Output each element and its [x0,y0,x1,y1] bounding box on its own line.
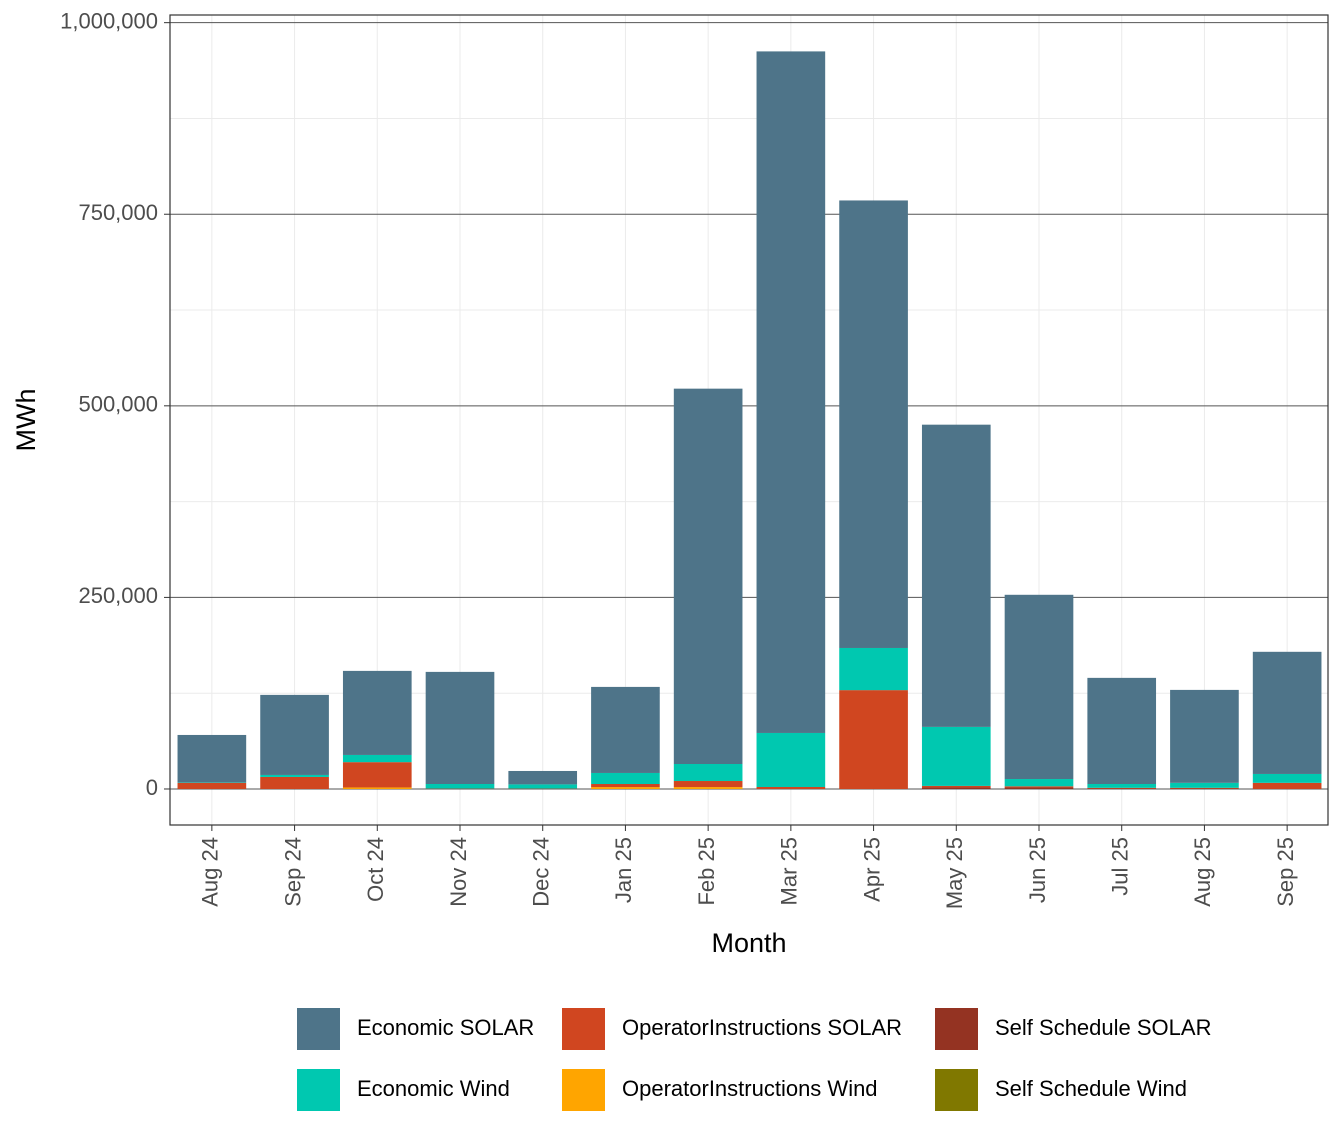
bar-segment [342,787,412,789]
x-tick-label: Jul 25 [1108,837,1133,896]
bar-segment [1004,786,1074,788]
y-tick-label: 1,000,000 [60,8,158,33]
bar-segment [1087,784,1157,788]
bar-segment [921,424,991,727]
x-tick-label: Nov 24 [446,837,471,907]
bar-segment [425,671,495,785]
bar-segment [1087,787,1157,789]
bar-segment [839,647,908,691]
x-tick-label: May 25 [942,837,967,909]
bar-segment [756,732,826,787]
bar-segment [591,772,660,785]
x-tick-label: Aug 25 [1190,837,1215,907]
legend-label: Self Schedule Wind [995,1076,1187,1101]
bar-segment [591,686,660,773]
legend-label: OperatorInstructions SOLAR [622,1015,902,1040]
y-tick-label: 0 [146,775,158,800]
bar-segment [673,388,743,765]
legend-key [935,1069,978,1111]
bar-segment [1170,787,1239,789]
y-axis-title: MWh [11,389,41,452]
bar-segment [1170,689,1239,783]
x-tick-label: Jan 25 [611,837,636,903]
legend-key [562,1008,605,1050]
x-tick-label: Apr 25 [859,837,884,902]
legend-label: Economic Wind [357,1076,510,1101]
bar-segment [921,785,991,788]
bar-segment [1252,782,1322,789]
bar-segment [177,734,247,783]
bar-segment [342,762,412,788]
y-tick-label: 750,000 [78,200,158,225]
bar-segment [342,670,412,755]
y-tick-label: 250,000 [78,583,158,608]
bar-segment [673,764,743,782]
bar-segment [508,784,578,789]
bar-segment [342,754,412,763]
x-tick-label: Dec 24 [529,837,554,907]
legend-key [297,1008,340,1050]
x-tick-label: Aug 24 [198,837,223,907]
bar-segment [1004,594,1074,780]
bar-segment [673,781,743,788]
x-tick-label: Feb 25 [694,837,719,906]
bar-segment [1252,651,1322,774]
legend-label: Self Schedule SOLAR [995,1015,1211,1040]
bar-segment [673,787,743,789]
bar-segment [177,782,247,789]
bar-segment [591,784,660,788]
x-tick-label: Mar 25 [777,837,802,905]
x-tick-label: Sep 25 [1273,837,1298,907]
bar-segment [1087,677,1157,785]
bar-segment [1170,782,1239,788]
bar-segment [1004,779,1074,787]
x-tick-label: Jun 25 [1025,837,1050,903]
bar-segment [1252,773,1322,783]
x-tick-label: Sep 24 [280,837,305,907]
bar-segment [1004,787,1074,789]
legend-label: Economic SOLAR [357,1015,534,1040]
legend-key [935,1008,978,1050]
bar-segment [260,694,329,775]
bar-segment [839,200,908,648]
bar-segment [425,784,495,789]
bar-segment [839,690,908,789]
legend-label: OperatorInstructions Wind [622,1076,878,1101]
legend-key [562,1069,605,1111]
bar-segment [921,787,991,789]
legend-key [297,1069,340,1111]
x-axis-title: Month [711,928,786,958]
x-tick-label: Oct 24 [363,837,388,902]
bar-segment [260,774,329,777]
bar-segment [591,787,660,789]
bar-segment [756,786,826,789]
bar-segment [921,726,991,786]
bar-segment [260,776,329,789]
plot-border [169,14,1329,826]
y-tick-label: 500,000 [78,392,158,417]
bar-segment [508,770,578,785]
bar-segment [756,51,826,733]
